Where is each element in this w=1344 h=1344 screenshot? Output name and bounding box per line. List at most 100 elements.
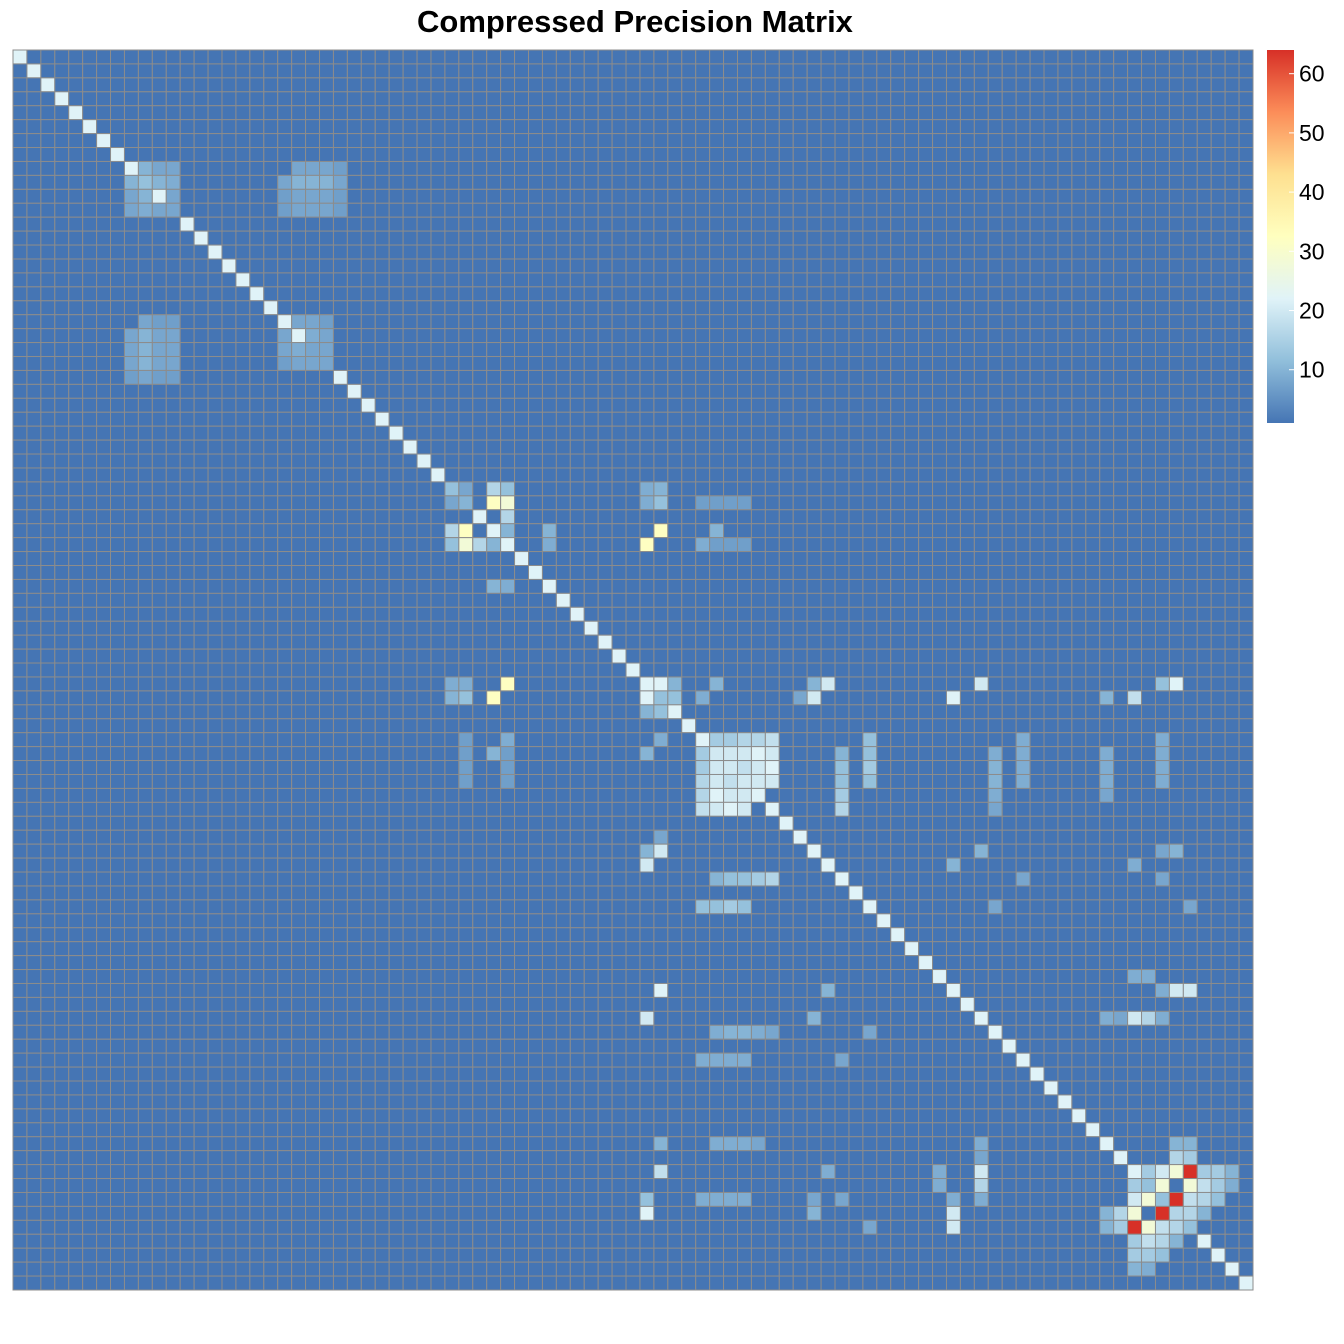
heatmap-cell bbox=[583, 216, 599, 232]
heatmap-cell bbox=[820, 801, 836, 817]
heatmap-cell bbox=[486, 49, 502, 65]
heatmap-cell bbox=[625, 439, 641, 455]
heatmap-cell bbox=[249, 592, 265, 608]
heatmap-cell bbox=[890, 704, 906, 720]
heatmap-cell bbox=[1168, 718, 1184, 734]
heatmap-cell bbox=[750, 746, 766, 762]
heatmap-cell bbox=[291, 272, 307, 288]
heatmap-cell bbox=[1015, 119, 1031, 135]
heatmap-cell bbox=[444, 77, 460, 93]
heatmap-cell bbox=[82, 119, 98, 135]
heatmap-cell bbox=[862, 815, 878, 831]
heatmap-cell bbox=[1099, 63, 1115, 79]
heatmap-cell bbox=[1182, 467, 1198, 483]
heatmap-cell bbox=[959, 188, 975, 204]
heatmap-cell bbox=[1043, 634, 1059, 650]
heatmap-cell bbox=[723, 467, 738, 483]
heatmap-cell bbox=[625, 314, 641, 330]
heatmap-cell bbox=[1182, 188, 1198, 204]
heatmap-grid bbox=[12, 49, 1254, 1291]
heatmap-cell bbox=[1057, 369, 1073, 385]
heatmap-cell bbox=[625, 174, 641, 190]
heatmap-cell bbox=[932, 174, 947, 190]
heatmap-cell bbox=[514, 369, 530, 385]
heatmap-cell bbox=[1168, 676, 1184, 692]
heatmap-cell bbox=[625, 551, 641, 567]
heatmap-cell bbox=[291, 147, 307, 162]
heatmap-cell bbox=[1029, 551, 1045, 567]
heatmap-cell bbox=[221, 216, 237, 232]
heatmap-cell bbox=[137, 356, 153, 371]
heatmap-cell bbox=[848, 328, 864, 344]
heatmap-cell bbox=[639, 787, 655, 803]
heatmap-cell bbox=[360, 662, 376, 678]
heatmap-cell bbox=[179, 523, 195, 539]
heatmap-cell bbox=[876, 509, 892, 525]
heatmap-cell bbox=[820, 690, 836, 706]
heatmap-cell bbox=[263, 662, 279, 678]
heatmap-cell bbox=[374, 244, 390, 260]
heatmap-cell bbox=[179, 244, 195, 260]
heatmap-cell bbox=[1001, 592, 1017, 608]
heatmap-cell bbox=[263, 244, 279, 260]
heatmap-cell bbox=[137, 732, 153, 748]
heatmap-cell bbox=[12, 49, 28, 65]
heatmap-cell bbox=[834, 801, 850, 817]
heatmap-cell bbox=[458, 718, 474, 734]
heatmap-cell bbox=[402, 495, 418, 511]
heatmap-cell bbox=[416, 63, 432, 79]
heatmap-cell bbox=[514, 258, 530, 274]
heatmap-cell bbox=[346, 718, 362, 734]
heatmap-cell bbox=[472, 383, 488, 399]
heatmap-cell bbox=[26, 328, 42, 344]
heatmap-cell bbox=[40, 551, 56, 567]
heatmap-cell bbox=[653, 481, 669, 497]
heatmap-cell bbox=[1168, 63, 1184, 79]
heatmap-cell bbox=[1057, 801, 1073, 817]
heatmap-cell bbox=[332, 383, 348, 399]
heatmap-cell bbox=[444, 453, 460, 469]
heatmap-cell bbox=[945, 760, 961, 775]
heatmap-cell bbox=[193, 188, 209, 204]
heatmap-cell bbox=[1029, 91, 1045, 107]
heatmap-cell bbox=[681, 537, 697, 553]
heatmap-cell bbox=[221, 592, 237, 608]
heatmap-cell bbox=[764, 188, 780, 204]
heatmap-cell bbox=[1085, 230, 1101, 246]
heatmap-cell bbox=[26, 760, 42, 775]
heatmap-cell bbox=[319, 230, 334, 246]
heatmap-cell bbox=[806, 174, 822, 190]
heatmap-cell bbox=[959, 147, 975, 162]
heatmap-cell bbox=[305, 801, 321, 817]
heatmap-cell bbox=[235, 411, 251, 427]
heatmap-cell bbox=[500, 286, 516, 302]
heatmap-cell bbox=[1015, 77, 1031, 93]
heatmap-cell bbox=[235, 91, 251, 107]
heatmap-cell bbox=[277, 467, 293, 483]
heatmap-cell bbox=[1141, 746, 1156, 762]
heatmap-cell bbox=[611, 342, 627, 358]
heatmap-cell bbox=[1182, 634, 1198, 650]
heatmap-cell bbox=[959, 63, 975, 79]
heatmap-cell bbox=[193, 425, 209, 441]
heatmap-cell bbox=[360, 592, 376, 608]
heatmap-cell bbox=[277, 746, 293, 762]
heatmap-cell bbox=[137, 244, 153, 260]
heatmap-cell bbox=[932, 77, 947, 93]
heatmap-cell bbox=[1127, 119, 1143, 135]
heatmap-cell bbox=[1127, 592, 1143, 608]
heatmap-cell bbox=[1071, 453, 1087, 469]
heatmap-cell bbox=[1210, 272, 1226, 288]
heatmap-cell bbox=[681, 620, 697, 636]
heatmap-cell bbox=[695, 565, 711, 580]
heatmap-cell bbox=[1154, 133, 1170, 149]
heatmap-cell bbox=[1029, 453, 1045, 469]
heatmap-cell bbox=[179, 91, 195, 107]
heatmap-cell bbox=[319, 467, 334, 483]
heatmap-cell bbox=[862, 397, 878, 413]
heatmap-cell bbox=[1029, 732, 1045, 748]
heatmap-cell bbox=[681, 815, 697, 831]
heatmap-cell bbox=[959, 620, 975, 636]
heatmap-cell bbox=[639, 537, 655, 553]
heatmap-cell bbox=[319, 732, 334, 748]
